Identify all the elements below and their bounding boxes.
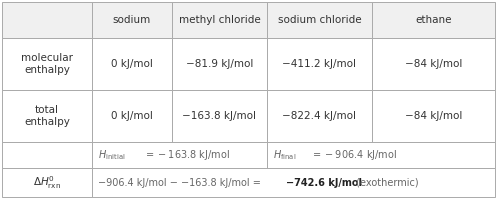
Text: 0 kJ/mol: 0 kJ/mol	[111, 59, 153, 69]
Bar	[267, 2, 372, 38]
Bar	[92, 142, 267, 168]
Text: molecular
enthalpy: molecular enthalpy	[21, 53, 73, 75]
Bar	[172, 2, 267, 38]
Bar	[2, 38, 92, 90]
Bar	[372, 2, 495, 38]
Bar	[267, 90, 372, 142]
Text: sodium: sodium	[113, 15, 151, 25]
Text: $\mathit{H}_{\mathrm{final}}$: $\mathit{H}_{\mathrm{final}}$	[273, 148, 296, 162]
Bar	[267, 38, 372, 90]
Bar	[92, 168, 495, 197]
Bar	[2, 2, 92, 38]
Bar	[2, 90, 92, 142]
Text: −163.8 kJ/mol: −163.8 kJ/mol	[182, 111, 256, 121]
Text: $= -906.4\ \mathrm{kJ/mol}$: $= -906.4\ \mathrm{kJ/mol}$	[311, 148, 397, 162]
Bar	[2, 142, 92, 168]
Bar	[267, 142, 495, 168]
Bar	[92, 90, 172, 142]
Text: 0 kJ/mol: 0 kJ/mol	[111, 111, 153, 121]
Text: ethane: ethane	[415, 15, 452, 25]
Bar	[372, 90, 495, 142]
Text: −81.9 kJ/mol: −81.9 kJ/mol	[186, 59, 253, 69]
Bar	[372, 38, 495, 90]
Bar	[92, 2, 172, 38]
Text: −84 kJ/mol: −84 kJ/mol	[405, 59, 462, 69]
Text: −742.6 kJ/mol: −742.6 kJ/mol	[286, 178, 362, 187]
Bar	[2, 168, 92, 197]
Bar	[92, 38, 172, 90]
Text: −822.4 kJ/mol: −822.4 kJ/mol	[282, 111, 356, 121]
Text: $= -163.8\ \mathrm{kJ/mol}$: $= -163.8\ \mathrm{kJ/mol}$	[144, 148, 230, 162]
Bar	[172, 90, 267, 142]
Text: total
enthalpy: total enthalpy	[24, 105, 70, 127]
Text: $\Delta H^0_{\mathrm{rxn}}$: $\Delta H^0_{\mathrm{rxn}}$	[33, 174, 61, 191]
Text: $\mathit{H}_{\mathrm{initial}}$: $\mathit{H}_{\mathrm{initial}}$	[98, 148, 125, 162]
Text: −411.2 kJ/mol: −411.2 kJ/mol	[282, 59, 356, 69]
Text: sodium chloride: sodium chloride	[278, 15, 361, 25]
Text: −906.4 kJ/mol − −163.8 kJ/mol =: −906.4 kJ/mol − −163.8 kJ/mol =	[98, 178, 264, 187]
Text: (exothermic): (exothermic)	[353, 178, 418, 187]
Text: −84 kJ/mol: −84 kJ/mol	[405, 111, 462, 121]
Text: methyl chloride: methyl chloride	[178, 15, 260, 25]
Bar	[172, 38, 267, 90]
